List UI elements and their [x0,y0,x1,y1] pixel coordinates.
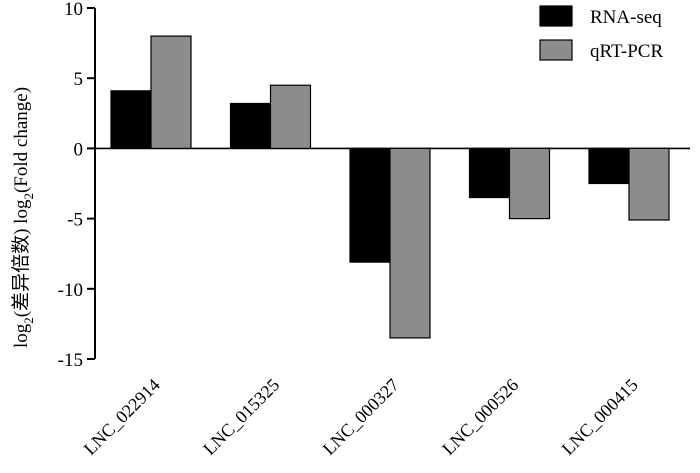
ylabel-sub-2: 2 [21,193,36,200]
y-tick-label: 0 [74,139,84,160]
bar-qrt-pcr-lnc_000526 [508,147,551,220]
bar-qrt-pcr-lnc_000415 [628,147,670,221]
bar-rna-seq-lnc_000327 [349,147,391,263]
ylabel-log-2: log [11,199,32,224]
y-tick-label: -15 [58,350,83,371]
y-tick-label: 10 [64,0,83,20]
bar-rna-seq-lnc_022914 [110,90,152,149]
bar-qrt-pcr-lnc_015325 [269,84,312,150]
y-axis-title: log2(差异倍数) log2(Fold change) [10,87,36,348]
legend-label-qrt-pcr: qRT-PCR [590,41,663,62]
y-axis: 10 5 0 -5 -10 -15 [58,0,96,371]
legend: RNA-seq qRT-PCR [539,5,663,62]
x-category-label: LNC_022914 [80,375,164,459]
ylabel-log: log [11,323,32,348]
ylabel-cn: (差异倍数) [10,229,32,318]
bars [110,35,670,339]
ylabel-en: (Fold change) [11,87,32,193]
legend-swatch-qrt-pcr [539,39,573,61]
legend-label-rna-seq: RNA-seq [590,7,662,28]
x-category-label: LNC_015325 [199,375,283,459]
x-axis-labels: LNC_022914 LNC_015325 LNC_000327 LNC_000526… [80,375,642,459]
x-category-label: LNC_000526 [438,375,522,459]
bar-rna-seq-lnc_015325 [229,102,272,150]
legend-swatch-rna-seq [539,5,573,27]
x-category-label: LNC_000327 [319,375,403,459]
bar-qrt-pcr-lnc_000327 [389,147,431,339]
ylabel-sub: 2 [21,317,36,324]
x-category-label: LNC_000415 [558,375,642,459]
bar-rna-seq-lnc_000526 [468,147,511,199]
bar-qrt-pcr-lnc_022914 [150,35,192,150]
y-tick-label: -10 [58,280,83,301]
y-tick-label: -5 [67,210,83,231]
y-tick-label: 5 [74,69,84,90]
bar-rna-seq-lnc_000415 [588,147,630,185]
